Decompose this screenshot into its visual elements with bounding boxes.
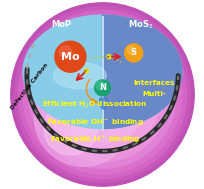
Text: MoP: MoP <box>51 20 71 29</box>
Circle shape <box>54 46 150 143</box>
Circle shape <box>106 55 111 59</box>
Circle shape <box>14 7 190 182</box>
Circle shape <box>34 68 132 166</box>
Circle shape <box>124 44 142 62</box>
Circle shape <box>126 46 135 54</box>
Text: MoS$_2$: MoS$_2$ <box>127 18 152 31</box>
Text: e⁻: e⁻ <box>83 69 89 73</box>
Polygon shape <box>99 98 107 109</box>
Text: Mo: Mo <box>61 52 79 62</box>
Circle shape <box>44 36 160 153</box>
Text: interfaces: interfaces <box>133 80 174 86</box>
Text: e⁻: e⁻ <box>106 55 111 59</box>
Circle shape <box>94 80 110 96</box>
Text: Favorable H$^+$ binding: Favorable H$^+$ binding <box>49 133 140 145</box>
Circle shape <box>95 81 104 90</box>
Text: Multi-: Multi- <box>142 91 166 98</box>
Circle shape <box>11 3 193 186</box>
Text: Defective Carbon: Defective Carbon <box>10 62 49 110</box>
Circle shape <box>18 10 186 179</box>
Circle shape <box>79 72 125 117</box>
Circle shape <box>59 46 71 58</box>
Circle shape <box>55 41 85 72</box>
Text: Favorable OH$^-$ binding: Favorable OH$^-$ binding <box>46 117 143 127</box>
Circle shape <box>23 15 181 174</box>
Ellipse shape <box>53 62 106 89</box>
Circle shape <box>44 102 96 155</box>
Circle shape <box>66 59 138 130</box>
Polygon shape <box>102 15 181 129</box>
Text: S: S <box>130 48 136 57</box>
Circle shape <box>35 27 169 162</box>
Circle shape <box>84 69 88 73</box>
Text: Efficient H$_2$O dissociation: Efficient H$_2$O dissociation <box>42 100 147 110</box>
Text: N: N <box>99 83 105 92</box>
Circle shape <box>93 85 111 104</box>
Ellipse shape <box>23 15 181 129</box>
Circle shape <box>29 21 175 168</box>
